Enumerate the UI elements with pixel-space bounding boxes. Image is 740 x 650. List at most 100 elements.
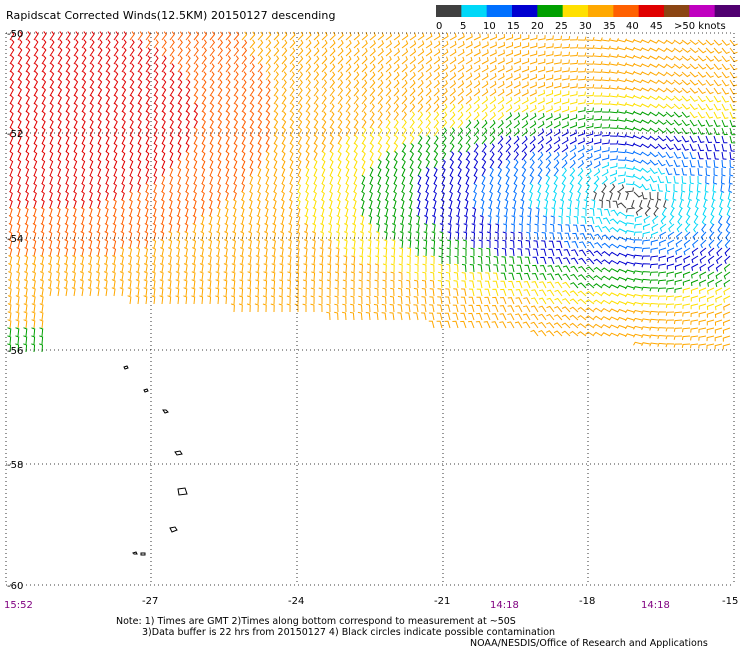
wind-barb [152, 223, 157, 233]
scale-swatch [689, 5, 716, 17]
wind-barb [193, 127, 198, 137]
wind-barb [681, 79, 691, 86]
wind-barb [225, 119, 231, 129]
wind-barb [461, 288, 467, 297]
wind-barb [49, 167, 54, 177]
wind-barb [649, 159, 659, 166]
wind-barb [701, 215, 707, 225]
wind-barb [401, 79, 408, 89]
wind-barb [215, 263, 220, 273]
wind-barb [658, 263, 667, 269]
wind-barb [225, 135, 230, 145]
wind-barb [476, 304, 483, 313]
wind-barb [697, 87, 706, 95]
wind-barb [389, 304, 395, 313]
wind-barb [337, 95, 343, 105]
wind-barb [433, 175, 438, 185]
wind-barb [375, 247, 380, 257]
scale-label: 30 [579, 21, 592, 31]
wind-barb [585, 299, 595, 305]
latitude-label: -60 [7, 581, 23, 592]
wind-barb [177, 39, 183, 49]
wind-barb [265, 135, 270, 145]
wind-barb [715, 255, 723, 264]
wind-barb [49, 31, 55, 41]
wind-barb [64, 263, 68, 273]
wind-barb [80, 247, 85, 257]
wind-barb [16, 206, 21, 217]
wind-barb [649, 191, 654, 201]
wind-barb [665, 335, 675, 340]
wind-barb [263, 263, 268, 273]
wind-barb [345, 182, 349, 193]
wind-barb [649, 183, 656, 192]
wind-barb [537, 175, 543, 185]
wind-barb [193, 175, 198, 185]
wind-barb [617, 171, 626, 177]
wind-barb [552, 199, 557, 209]
wind-barb [33, 127, 38, 137]
wind-barb [561, 190, 565, 201]
wind-barb [65, 39, 71, 49]
wind-barb [538, 329, 547, 337]
wind-barb [151, 271, 156, 281]
wind-barb [537, 89, 546, 97]
wind-barb [423, 231, 428, 241]
wind-barb [658, 271, 667, 277]
wind-barb [631, 199, 635, 210]
wind-barb [145, 111, 150, 121]
wind-barb [279, 279, 284, 289]
wind-barb [9, 55, 15, 65]
wind-barb [40, 247, 45, 257]
wind-barb [689, 135, 697, 143]
wind-barb [433, 72, 441, 81]
wind-barb [209, 127, 214, 137]
wind-barb [153, 135, 158, 145]
wind-barb [649, 310, 659, 315]
wind-barb [240, 223, 245, 233]
wind-barb [369, 95, 376, 105]
wind-barb [129, 103, 135, 113]
wind-barb [465, 111, 472, 121]
wind-barb [8, 222, 13, 233]
wind-barb [530, 329, 539, 337]
wind-barb [545, 175, 551, 185]
scale-swatch [664, 5, 690, 17]
wind-barb [504, 199, 509, 209]
wind-barb [617, 149, 627, 154]
wind-barb [477, 272, 483, 281]
wind-barb [721, 119, 729, 128]
wind-barb [665, 159, 673, 167]
wind-barb [145, 63, 151, 73]
scale-label: 20 [531, 21, 544, 31]
wind-barb [577, 306, 587, 313]
wind-barb [207, 295, 212, 305]
island-outline [123, 365, 129, 370]
wind-barb [287, 239, 292, 249]
wind-barb [673, 95, 683, 102]
wind-barb [577, 137, 585, 145]
wind-barb [674, 287, 683, 293]
wind-barb [553, 90, 562, 97]
wind-barb [398, 271, 403, 281]
scale-label: 0 [436, 21, 442, 31]
wind-barb [56, 214, 61, 225]
wind-barb [542, 215, 547, 225]
wind-barb [17, 55, 23, 65]
wind-barb [585, 282, 595, 289]
wind-barb [698, 335, 707, 341]
wind-barb [544, 199, 549, 209]
wind-barb [80, 263, 84, 273]
wind-barb [89, 39, 95, 49]
wind-barb [73, 63, 79, 73]
wind-barb [201, 39, 207, 49]
wind-barb [241, 71, 247, 81]
wind-barb [17, 71, 23, 81]
wind-barb [31, 335, 36, 345]
wind-barb [88, 231, 93, 241]
wind-barb [193, 103, 199, 113]
wind-barb [462, 239, 467, 249]
wind-barb [513, 120, 521, 129]
wind-barb [659, 239, 667, 247]
wind-barb [201, 79, 207, 89]
